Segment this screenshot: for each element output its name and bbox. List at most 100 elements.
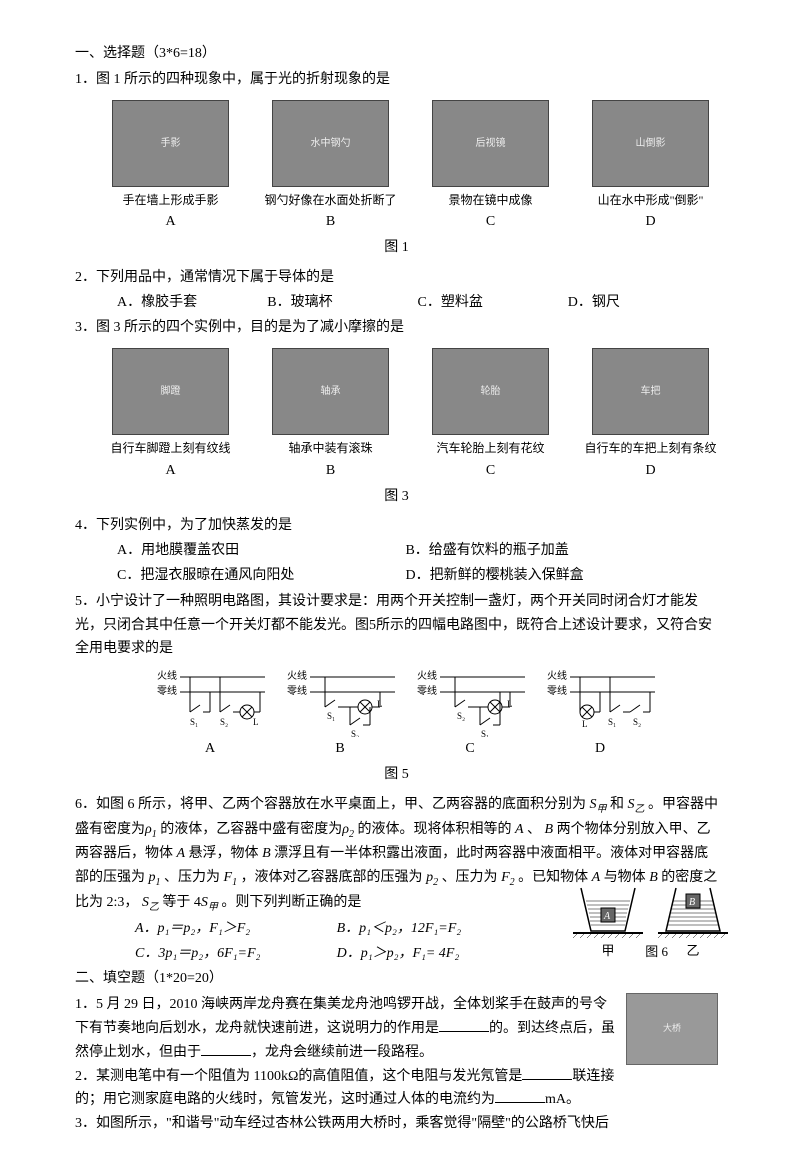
- q5-circuit-b: 火线 零线 S₁ S₂ L: [280, 667, 400, 737]
- q5-stem: 5．小宁设计了一种照明电路图，其设计要求是：用两个开关控制一盏灯，两个开关同时闭…: [75, 590, 718, 661]
- svg-text:B: B: [689, 897, 695, 908]
- q1-fig-a: 手影 手在墙上形成手影 A: [103, 100, 238, 234]
- question-2: 2．下列用品中，通常情况下属于导体的是 A．橡胶手套 B．玻璃杯 C．塑料盆 D…: [75, 266, 718, 315]
- svg-text:S₁: S₁: [190, 717, 198, 727]
- q3-img-a: 脚蹬: [112, 348, 229, 435]
- question-1: 1．图 1 所示的四种现象中，属于光的折射现象的是 手影 手在墙上形成手影 A …: [75, 68, 718, 260]
- q5-circuit-a: 火线 零线 S₁ S₂ L: [150, 667, 270, 737]
- q1-figures: 手影 手在墙上形成手影 A 水中钢勺 钢勺好像在水面处折断了 B 后视镜 景物在…: [103, 100, 718, 234]
- q6-opt-c: C．3p₁＝p₂，6F₁=F₂: [135, 942, 337, 966]
- q3-opt-b: B: [326, 459, 335, 483]
- q6-vessel-yi: B 乙: [658, 883, 728, 962]
- q1-fig-label: 图 1: [75, 236, 718, 260]
- svg-text:S₂: S₂: [457, 711, 465, 721]
- svg-text:零线: 零线: [547, 684, 567, 697]
- question-3: 3．图 3 所示的四个实例中，目的是为了减小摩擦的是 脚蹬 自行车脚蹬上刻有纹线…: [75, 316, 718, 508]
- q1-cap-b: 钢勺好像在水面处折断了: [264, 193, 396, 209]
- q6-opt-b: B．p₁＜p₂，12F₁=F₂: [337, 917, 539, 941]
- q3-stem: 3．图 3 所示的四个实例中，目的是为了减小摩擦的是: [75, 316, 718, 340]
- q3-fig-a: 脚蹬 自行车脚蹬上刻有纹线 A: [103, 348, 238, 482]
- q4-options-row2: C．把湿衣服晾在通风向阳处 D．把新鲜的樱桃装入保鲜盒: [75, 564, 718, 588]
- q1-img-a: 手影: [112, 100, 229, 187]
- svg-text:S₁: S₁: [327, 711, 335, 721]
- q5-opt-b: B: [280, 737, 400, 761]
- hot-label: 火线: [157, 669, 177, 682]
- svg-text:S₂: S₂: [351, 729, 359, 737]
- q3-opt-d: D: [645, 459, 655, 483]
- section1-title: 一、选择题（3*6=18）: [75, 42, 718, 66]
- q3-img-b: 轴承: [272, 348, 389, 435]
- q1-opt-c: C: [486, 210, 495, 234]
- neutral-label: 零线: [157, 684, 177, 697]
- q3-cap-a: 自行车脚蹬上刻有纹线: [110, 441, 230, 457]
- q5-circuit-c: 火线 零线 S₂ S₁ L: [410, 667, 530, 737]
- q3-img-d: 车把: [592, 348, 709, 435]
- q3-opt-c: C: [486, 459, 495, 483]
- q2-opt-b: B．玻璃杯: [267, 291, 417, 315]
- q4-opt-b: B．给盛有饮料的瓶子加盖: [405, 539, 693, 563]
- q1-fig-b: 水中钢勺 钢勺好像在水面处折断了 B: [263, 100, 398, 234]
- q6-fig-label: 图 6: [645, 941, 668, 963]
- q3-fig-d: 车把 自行车的车把上刻有条纹 D: [583, 348, 718, 482]
- q3-cap-d: 自行车的车把上刻有条纹: [584, 441, 716, 457]
- q1-img-d: 山倒影: [592, 100, 709, 187]
- svg-text:零线: 零线: [417, 684, 437, 697]
- svg-text:L: L: [253, 717, 259, 727]
- q1-cap-d: 山在水中形成"倒影": [598, 193, 704, 209]
- svg-text:A: A: [603, 911, 611, 922]
- q5-circuits: 火线 零线 S₁ S₂ L: [145, 667, 665, 737]
- vessel-jia-label: 甲: [573, 940, 643, 962]
- q3-img-c: 轮胎: [432, 348, 549, 435]
- s2-q3: 3．如图所示，"和谐号"动车经过杏林公铁两用大桥时，乘客觉得"隔壁"的公路桥飞快…: [75, 1112, 718, 1136]
- q2-opt-c: C．塑料盆: [418, 291, 568, 315]
- svg-text:L: L: [507, 699, 513, 709]
- svg-text:火线: 火线: [547, 669, 567, 682]
- q2-stem: 2．下列用品中，通常情况下属于导体的是: [75, 266, 718, 290]
- q1-fig-d: 山倒影 山在水中形成"倒影" D: [583, 100, 718, 234]
- q5-opt-labels: A B C D: [145, 737, 665, 761]
- q5-stem-text: 5．小宁设计了一种照明电路图，其设计要求是：用两个开关控制一盏灯，两个开关同时闭…: [75, 594, 712, 657]
- q2-opt-a: A．橡胶手套: [117, 291, 267, 315]
- q3-fig-b: 轴承 轴承中装有滚珠 B: [263, 348, 398, 482]
- q1-opt-b: B: [326, 210, 335, 234]
- svg-text:L: L: [582, 719, 588, 729]
- q1-cap-a: 手在墙上形成手影: [122, 193, 218, 209]
- q4-opt-d: D．把新鲜的樱桃装入保鲜盒: [405, 564, 693, 588]
- q4-opt-a: A．用地膜覆盖农田: [117, 539, 405, 563]
- blank-3[interactable]: [522, 1065, 572, 1080]
- q4-opt-c: C．把湿衣服晾在通风向阳处: [117, 564, 405, 588]
- vessel-yi-label: 乙: [658, 940, 728, 962]
- q3-fig-label: 图 3: [75, 485, 718, 509]
- question-5: 5．小宁设计了一种照明电路图，其设计要求是：用两个开关控制一盏灯，两个开关同时闭…: [75, 590, 718, 787]
- q2-options: A．橡胶手套 B．玻璃杯 C．塑料盆 D．钢尺: [75, 291, 718, 315]
- q6-opt-a: A．p₁＝p₂，F₁＞F₂: [135, 917, 337, 941]
- q5-fig-label: 图 5: [75, 763, 718, 787]
- svg-text:L: L: [377, 699, 383, 709]
- question-4: 4．下列实例中，为了加快蒸发的是 A．用地膜覆盖农田 B．给盛有饮料的瓶子加盖 …: [75, 514, 718, 587]
- q1-opt-a: A: [165, 210, 175, 234]
- q4-stem: 4．下列实例中，为了加快蒸发的是: [75, 514, 718, 538]
- q6-opts-row1: A．p₁＝p₂，F₁＞F₂ B．p₁＜p₂，12F₁=F₂: [75, 917, 555, 941]
- blank-1[interactable]: [439, 1017, 489, 1032]
- q5-opt-c: C: [410, 737, 530, 761]
- blank-2[interactable]: [201, 1041, 251, 1056]
- q3-cap-b: 轴承中装有滚珠: [288, 441, 372, 457]
- q1-stem: 1．图 1 所示的四种现象中，属于光的折射现象的是: [75, 68, 718, 92]
- q5-opt-a: A: [150, 737, 270, 761]
- q6-opts-row2: C．3p₁＝p₂，6F₁=F₂ D．p₁＞p₂，F₁= 4F₂: [75, 942, 555, 966]
- svg-text:S₂: S₂: [220, 717, 228, 727]
- section2-title: 二、填空题（1*20=20）: [75, 967, 718, 991]
- blank-4[interactable]: [495, 1088, 545, 1103]
- svg-text:S₁: S₁: [608, 717, 616, 727]
- svg-text:火线: 火线: [287, 669, 307, 682]
- q1-img-c: 后视镜: [432, 100, 549, 187]
- bridge-image: 大桥: [626, 993, 718, 1065]
- q5-circuit-d: 火线 零线 L S₁ S₂: [540, 667, 660, 737]
- svg-text:零线: 零线: [287, 684, 307, 697]
- svg-text:S₁: S₁: [481, 729, 489, 737]
- q1-opt-d: D: [645, 210, 655, 234]
- q6-opt-d: D．p₁＞p₂，F₁= 4F₂: [337, 942, 539, 966]
- q2-opt-d: D．钢尺: [568, 291, 718, 315]
- q1-cap-c: 景物在镜中成像: [448, 193, 532, 209]
- svg-text:S₂: S₂: [633, 717, 641, 727]
